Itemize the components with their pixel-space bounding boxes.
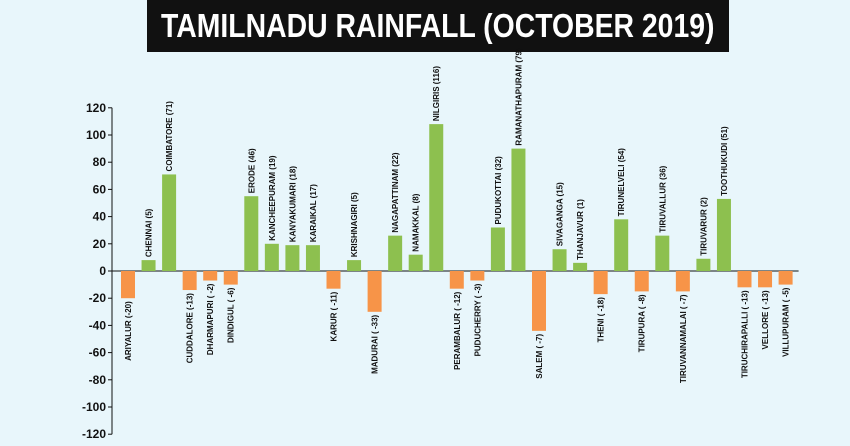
bar: [182, 271, 197, 291]
bar-label: TIRUVARUR (2): [699, 197, 708, 256]
bar: [203, 271, 218, 281]
bar-label: SALEM ( -7): [535, 334, 544, 379]
bar-label: PUDUCHERRY ( -3): [473, 283, 482, 356]
y-tick-label: 80: [93, 155, 107, 169]
bar: [593, 271, 608, 295]
chart-title: TAMILNADU RAINFALL (OCTOBER 2019): [161, 7, 715, 44]
bar-label: PERAMBALUR ( -12): [453, 291, 462, 370]
y-tick-label: -40: [89, 318, 107, 332]
bar: [778, 271, 793, 285]
title-banner: TAMILNADU RAINFALL (OCTOBER 2019): [147, 0, 729, 52]
bar: [532, 271, 546, 331]
bar-label: ERODE (46): [247, 148, 256, 193]
bar-label: CUDDALORE (-13): [186, 293, 195, 364]
bar-label: DHARMAPURI ( -2): [206, 283, 215, 355]
bar: [141, 260, 156, 271]
bar-label: NILGIRIS (116): [432, 66, 441, 121]
y-tick-label: 40: [93, 210, 107, 224]
bar: [737, 271, 752, 288]
bar-label: KANCHEEPURAM (19): [268, 155, 277, 241]
bar: [634, 271, 649, 292]
bar-label: NAGAPATTINAM (22): [391, 152, 400, 232]
y-tick-label: 20: [93, 237, 107, 251]
bar: [388, 235, 403, 271]
bar: [573, 262, 588, 271]
y-tick-label: 0: [99, 264, 106, 278]
bar: [408, 254, 423, 271]
bar: [758, 271, 773, 288]
bar: [162, 174, 177, 271]
bar-label: TIRUNELVELI (54): [617, 148, 626, 217]
bar: [614, 219, 629, 271]
bar-label: SIVAGANGA (15): [556, 182, 565, 246]
bar: [696, 258, 711, 271]
bar-label: RAMANATHAPURAM (79): [514, 48, 523, 146]
bar: [429, 124, 444, 272]
bar-label: TIRUCHIRAPALLI ( -13): [741, 290, 750, 378]
bar-label: KARAIKAL (17): [309, 184, 318, 242]
bar-label: COIMBATORE (71): [165, 101, 174, 172]
bar: [490, 227, 505, 271]
bar: [244, 196, 259, 271]
bar-label: ARIYALUR (-20): [124, 301, 133, 361]
bar: [511, 148, 526, 271]
bar: [655, 235, 670, 271]
bar: [285, 245, 300, 271]
bar: [552, 249, 567, 271]
bar: [716, 198, 731, 271]
bar-label: VELLORE ( -13): [761, 290, 770, 349]
y-tick-label: 100: [86, 128, 106, 142]
bar-label: TIRUVANNAMALAI ( -7): [679, 294, 688, 383]
bar-label: THENI ( -18): [597, 297, 606, 343]
y-tick-label: -120: [82, 427, 106, 441]
bar: [121, 271, 135, 299]
y-tick-label: 120: [86, 101, 106, 115]
y-tick-label: -80: [89, 373, 107, 387]
y-tick-label: -20: [89, 291, 107, 305]
bar: [326, 271, 341, 289]
bar-label: NAMAKKAL (8): [412, 193, 421, 251]
y-tick-label: 60: [93, 182, 107, 196]
bar-label: PUDUKOTTAI (32): [494, 156, 503, 225]
bar-label: KRISHNAGIRI (5): [350, 192, 359, 257]
bar: [347, 260, 362, 271]
bar-label: THANJAVUR (1): [576, 199, 585, 260]
bar-label: DINDIGUL ( -6): [227, 287, 236, 343]
bar: [367, 271, 382, 312]
bar-label: KARUR ( -11): [330, 291, 339, 341]
bar-label: TIRUVALLUR (36): [658, 165, 667, 232]
bar: [264, 243, 279, 271]
bar: [675, 271, 690, 292]
bar: [305, 245, 320, 271]
bar-label: TOOTHUKUDI (51): [720, 126, 729, 196]
y-tick-label: -60: [89, 346, 107, 360]
bar: [470, 271, 485, 281]
bar-label: VILLUPURAM ( -5): [782, 287, 791, 357]
y-tick-label: -100: [82, 400, 106, 414]
bar-label: CHENNAI (5): [145, 208, 154, 257]
bar: [449, 271, 464, 289]
bar-label: KANYAKUMARI (18): [288, 166, 297, 242]
bar-label: TIRUPURA ( -8): [638, 294, 647, 352]
bar-label: MADURAI ( -33): [371, 314, 380, 373]
bar: [223, 271, 238, 285]
